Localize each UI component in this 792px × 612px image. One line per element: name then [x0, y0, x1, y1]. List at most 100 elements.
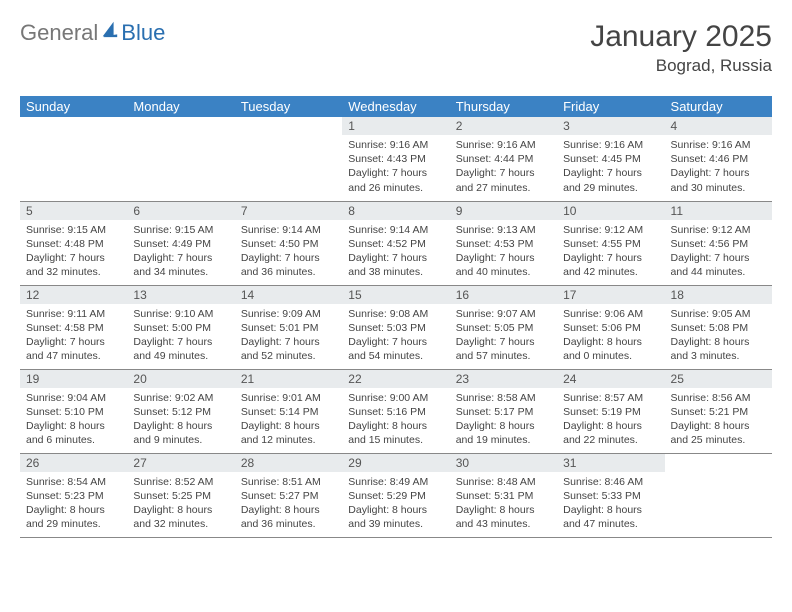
day-daylight1: Daylight: 8 hours — [241, 419, 336, 433]
day-number: 1 — [342, 117, 449, 135]
day-sunset: Sunset: 4:50 PM — [241, 237, 336, 251]
day-details: Sunrise: 9:14 AMSunset: 4:50 PMDaylight:… — [235, 220, 342, 284]
day-daylight2: and 15 minutes. — [348, 433, 443, 447]
calendar-day-cell: 24Sunrise: 8:57 AMSunset: 5:19 PMDayligh… — [557, 369, 664, 453]
calendar-week-row: 19Sunrise: 9:04 AMSunset: 5:10 PMDayligh… — [20, 369, 772, 453]
day-daylight1: Daylight: 7 hours — [456, 335, 551, 349]
day-daylight1: Daylight: 7 hours — [241, 335, 336, 349]
calendar-day-cell: 27Sunrise: 8:52 AMSunset: 5:25 PMDayligh… — [127, 453, 234, 537]
day-sunset: Sunset: 5:25 PM — [133, 489, 228, 503]
day-sunset: Sunset: 4:55 PM — [563, 237, 658, 251]
calendar-week-row: 5Sunrise: 9:15 AMSunset: 4:48 PMDaylight… — [20, 201, 772, 285]
day-sunrise: Sunrise: 9:08 AM — [348, 307, 443, 321]
day-daylight2: and 26 minutes. — [348, 181, 443, 195]
day-daylight2: and 12 minutes. — [241, 433, 336, 447]
day-number: 10 — [557, 202, 664, 220]
calendar-day-cell: 5Sunrise: 9:15 AMSunset: 4:48 PMDaylight… — [20, 201, 127, 285]
day-daylight2: and 0 minutes. — [563, 349, 658, 363]
day-daylight1: Daylight: 7 hours — [456, 166, 551, 180]
day-sunrise: Sunrise: 9:15 AM — [133, 223, 228, 237]
day-daylight2: and 30 minutes. — [671, 181, 766, 195]
day-daylight2: and 54 minutes. — [348, 349, 443, 363]
day-daylight1: Daylight: 7 hours — [133, 251, 228, 265]
day-daylight1: Daylight: 7 hours — [348, 335, 443, 349]
day-sunrise: Sunrise: 8:46 AM — [563, 475, 658, 489]
day-daylight2: and 52 minutes. — [241, 349, 336, 363]
day-number: 21 — [235, 370, 342, 388]
day-daylight2: and 27 minutes. — [456, 181, 551, 195]
day-number: 27 — [127, 454, 234, 472]
day-daylight1: Daylight: 8 hours — [671, 335, 766, 349]
calendar-day-cell: 1Sunrise: 9:16 AMSunset: 4:43 PMDaylight… — [342, 117, 449, 201]
day-sunset: Sunset: 5:03 PM — [348, 321, 443, 335]
day-number: 15 — [342, 286, 449, 304]
day-daylight2: and 3 minutes. — [671, 349, 766, 363]
day-daylight2: and 44 minutes. — [671, 265, 766, 279]
day-details: Sunrise: 9:14 AMSunset: 4:52 PMDaylight:… — [342, 220, 449, 284]
day-sunrise: Sunrise: 9:09 AM — [241, 307, 336, 321]
calendar-day-cell: 8Sunrise: 9:14 AMSunset: 4:52 PMDaylight… — [342, 201, 449, 285]
day-daylight2: and 6 minutes. — [26, 433, 121, 447]
day-number: 29 — [342, 454, 449, 472]
day-daylight1: Daylight: 7 hours — [26, 251, 121, 265]
calendar-day-cell — [20, 117, 127, 201]
day-sunset: Sunset: 5:12 PM — [133, 405, 228, 419]
day-daylight1: Daylight: 8 hours — [26, 419, 121, 433]
day-details: Sunrise: 8:49 AMSunset: 5:29 PMDaylight:… — [342, 472, 449, 536]
day-details: Sunrise: 9:16 AMSunset: 4:43 PMDaylight:… — [342, 135, 449, 199]
day-daylight1: Daylight: 8 hours — [456, 419, 551, 433]
day-sunset: Sunset: 5:00 PM — [133, 321, 228, 335]
day-number: 19 — [20, 370, 127, 388]
day-number: 25 — [665, 370, 772, 388]
day-daylight2: and 57 minutes. — [456, 349, 551, 363]
day-sunset: Sunset: 5:05 PM — [456, 321, 551, 335]
day-details: Sunrise: 9:06 AMSunset: 5:06 PMDaylight:… — [557, 304, 664, 368]
calendar-day-cell: 15Sunrise: 9:08 AMSunset: 5:03 PMDayligh… — [342, 285, 449, 369]
day-sunrise: Sunrise: 9:16 AM — [671, 138, 766, 152]
day-sunrise: Sunrise: 9:00 AM — [348, 391, 443, 405]
month-title: January 2025 — [590, 20, 772, 54]
day-number: 30 — [450, 454, 557, 472]
calendar-day-cell: 6Sunrise: 9:15 AMSunset: 4:49 PMDaylight… — [127, 201, 234, 285]
day-daylight2: and 40 minutes. — [456, 265, 551, 279]
calendar-day-cell: 9Sunrise: 9:13 AMSunset: 4:53 PMDaylight… — [450, 201, 557, 285]
day-daylight2: and 22 minutes. — [563, 433, 658, 447]
day-sunrise: Sunrise: 8:57 AM — [563, 391, 658, 405]
weekday-header: Sunday — [20, 96, 127, 117]
day-details: Sunrise: 9:04 AMSunset: 5:10 PMDaylight:… — [20, 388, 127, 452]
day-sunset: Sunset: 4:49 PM — [133, 237, 228, 251]
calendar-day-cell: 22Sunrise: 9:00 AMSunset: 5:16 PMDayligh… — [342, 369, 449, 453]
calendar-header-row: Sunday Monday Tuesday Wednesday Thursday… — [20, 96, 772, 117]
day-number: 22 — [342, 370, 449, 388]
day-daylight1: Daylight: 7 hours — [563, 251, 658, 265]
day-number: 13 — [127, 286, 234, 304]
calendar-day-cell — [127, 117, 234, 201]
day-sunrise: Sunrise: 9:12 AM — [671, 223, 766, 237]
day-sunrise: Sunrise: 9:10 AM — [133, 307, 228, 321]
calendar-day-cell: 30Sunrise: 8:48 AMSunset: 5:31 PMDayligh… — [450, 453, 557, 537]
day-sunrise: Sunrise: 8:58 AM — [456, 391, 551, 405]
calendar-day-cell: 23Sunrise: 8:58 AMSunset: 5:17 PMDayligh… — [450, 369, 557, 453]
day-details: Sunrise: 9:15 AMSunset: 4:49 PMDaylight:… — [127, 220, 234, 284]
day-number: 6 — [127, 202, 234, 220]
day-number: 4 — [665, 117, 772, 135]
day-sunrise: Sunrise: 9:06 AM — [563, 307, 658, 321]
calendar-day-cell: 26Sunrise: 8:54 AMSunset: 5:23 PMDayligh… — [20, 453, 127, 537]
calendar-day-cell: 29Sunrise: 8:49 AMSunset: 5:29 PMDayligh… — [342, 453, 449, 537]
day-number — [20, 117, 127, 121]
day-details: Sunrise: 9:12 AMSunset: 4:55 PMDaylight:… — [557, 220, 664, 284]
day-sunset: Sunset: 5:27 PM — [241, 489, 336, 503]
logo-text-1: General — [20, 20, 98, 46]
day-sunrise: Sunrise: 9:11 AM — [26, 307, 121, 321]
day-daylight2: and 29 minutes. — [563, 181, 658, 195]
day-sunset: Sunset: 5:10 PM — [26, 405, 121, 419]
day-sunrise: Sunrise: 9:12 AM — [563, 223, 658, 237]
day-details: Sunrise: 9:00 AMSunset: 5:16 PMDaylight:… — [342, 388, 449, 452]
day-details: Sunrise: 9:08 AMSunset: 5:03 PMDaylight:… — [342, 304, 449, 368]
day-sunrise: Sunrise: 8:54 AM — [26, 475, 121, 489]
day-sunrise: Sunrise: 8:49 AM — [348, 475, 443, 489]
day-sunset: Sunset: 4:45 PM — [563, 152, 658, 166]
day-number: 7 — [235, 202, 342, 220]
day-daylight2: and 38 minutes. — [348, 265, 443, 279]
day-details: Sunrise: 9:13 AMSunset: 4:53 PMDaylight:… — [450, 220, 557, 284]
